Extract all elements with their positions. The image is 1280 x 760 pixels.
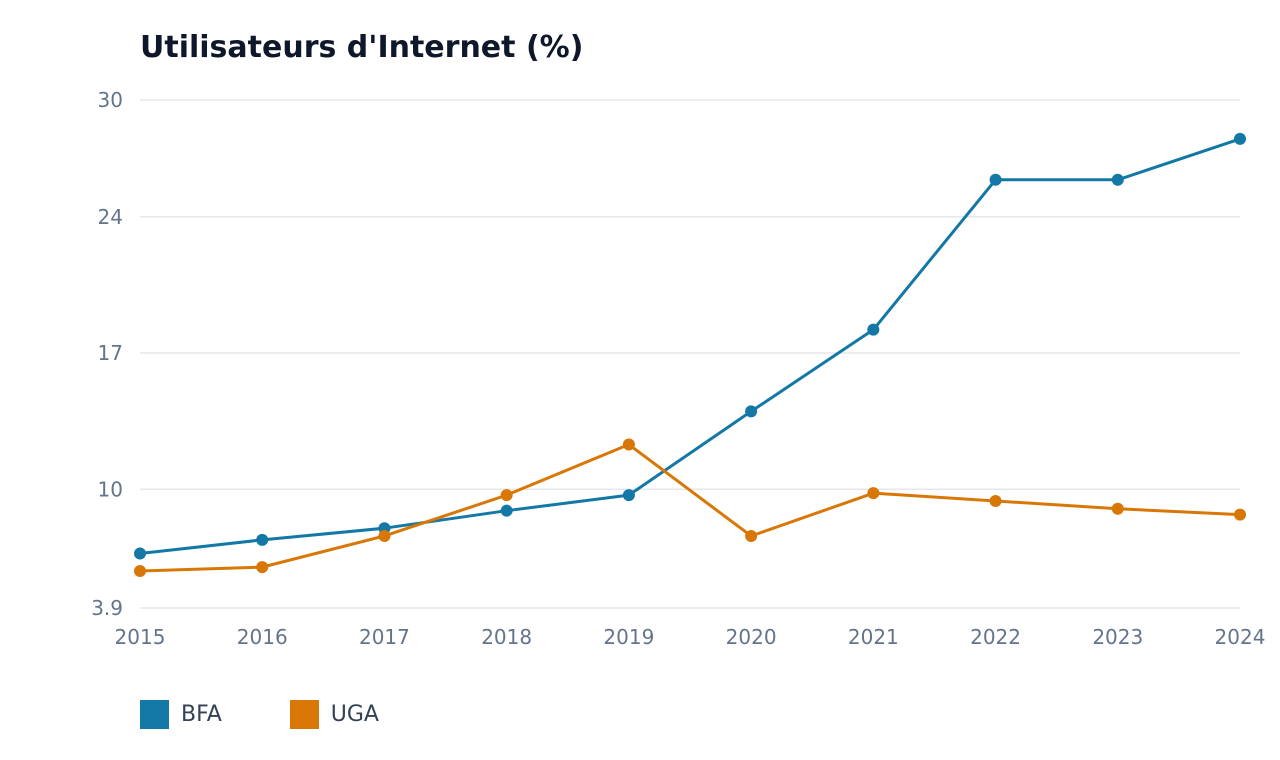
x-axis: 2015 2016 2017 2018 2019 2020 2021 2022 2023 2024 (115, 625, 1266, 649)
x-tick-label: 2019 (603, 625, 654, 649)
data-point-uga[interactable] (1234, 508, 1246, 521)
data-point-bfa[interactable] (1111, 173, 1124, 186)
y-tick-label: 10 (98, 477, 123, 501)
series-line-uga (138, 443, 1242, 573)
legend-item-uga[interactable]: UGA (289, 700, 379, 729)
x-tick-label: 2021 (848, 625, 899, 649)
data-point-uga[interactable] (1111, 502, 1124, 515)
data-point-bfa[interactable] (867, 323, 880, 336)
gridlines (140, 99, 1240, 609)
data-point-bfa[interactable] (500, 504, 513, 517)
data-point-uga[interactable] (745, 529, 758, 542)
x-tick-label: 2016 (237, 625, 288, 649)
series-uga (134, 438, 1246, 578)
data-point-bfa[interactable] (745, 405, 758, 418)
x-tick-label: 2020 (726, 625, 777, 649)
data-point-bfa[interactable] (134, 547, 146, 560)
legend-label-uga: UGA (330, 702, 379, 727)
data-point-bfa[interactable] (989, 173, 1002, 186)
data-point-bfa[interactable] (622, 489, 635, 502)
legend-label-bfa: BFA (181, 702, 222, 727)
x-tick-label: 2017 (359, 625, 410, 649)
data-point-uga[interactable] (867, 487, 880, 500)
legend: BFA UGA (140, 700, 447, 729)
chart-title: Utilisateurs d'Internet (%) (140, 30, 584, 65)
x-tick-label: 2022 (970, 625, 1021, 649)
y-tick-label: 3.9 (91, 596, 123, 620)
series-lines (134, 132, 1246, 578)
data-point-uga[interactable] (256, 561, 269, 574)
data-point-uga[interactable] (378, 529, 391, 542)
data-point-bfa[interactable] (1234, 132, 1246, 145)
y-tick-label: 30 (98, 88, 123, 112)
data-point-uga[interactable] (134, 565, 146, 578)
series-line-bfa (138, 137, 1242, 556)
legend-swatch-bfa (140, 700, 169, 729)
y-tick-label: 17 (98, 341, 123, 365)
x-tick-label: 2023 (1092, 625, 1143, 649)
line-chart: 3.9 10 17 24 30 2015 2016 2017 2018 2019 2020 2021… (91, 88, 1266, 649)
data-point-uga[interactable] (500, 489, 513, 502)
x-tick-label: 2018 (481, 625, 532, 649)
y-axis: 3.9 10 17 24 30 (91, 88, 123, 620)
series-bfa (134, 132, 1246, 560)
data-point-uga[interactable] (989, 494, 1002, 507)
x-tick-label: 2015 (115, 625, 166, 649)
legend-item-bfa[interactable]: BFA (140, 700, 222, 729)
data-point-uga[interactable] (622, 438, 635, 451)
y-tick-label: 24 (98, 205, 123, 229)
legend-swatch-uga (289, 700, 319, 729)
data-point-bfa[interactable] (256, 533, 269, 546)
x-tick-label: 2024 (1215, 625, 1266, 649)
